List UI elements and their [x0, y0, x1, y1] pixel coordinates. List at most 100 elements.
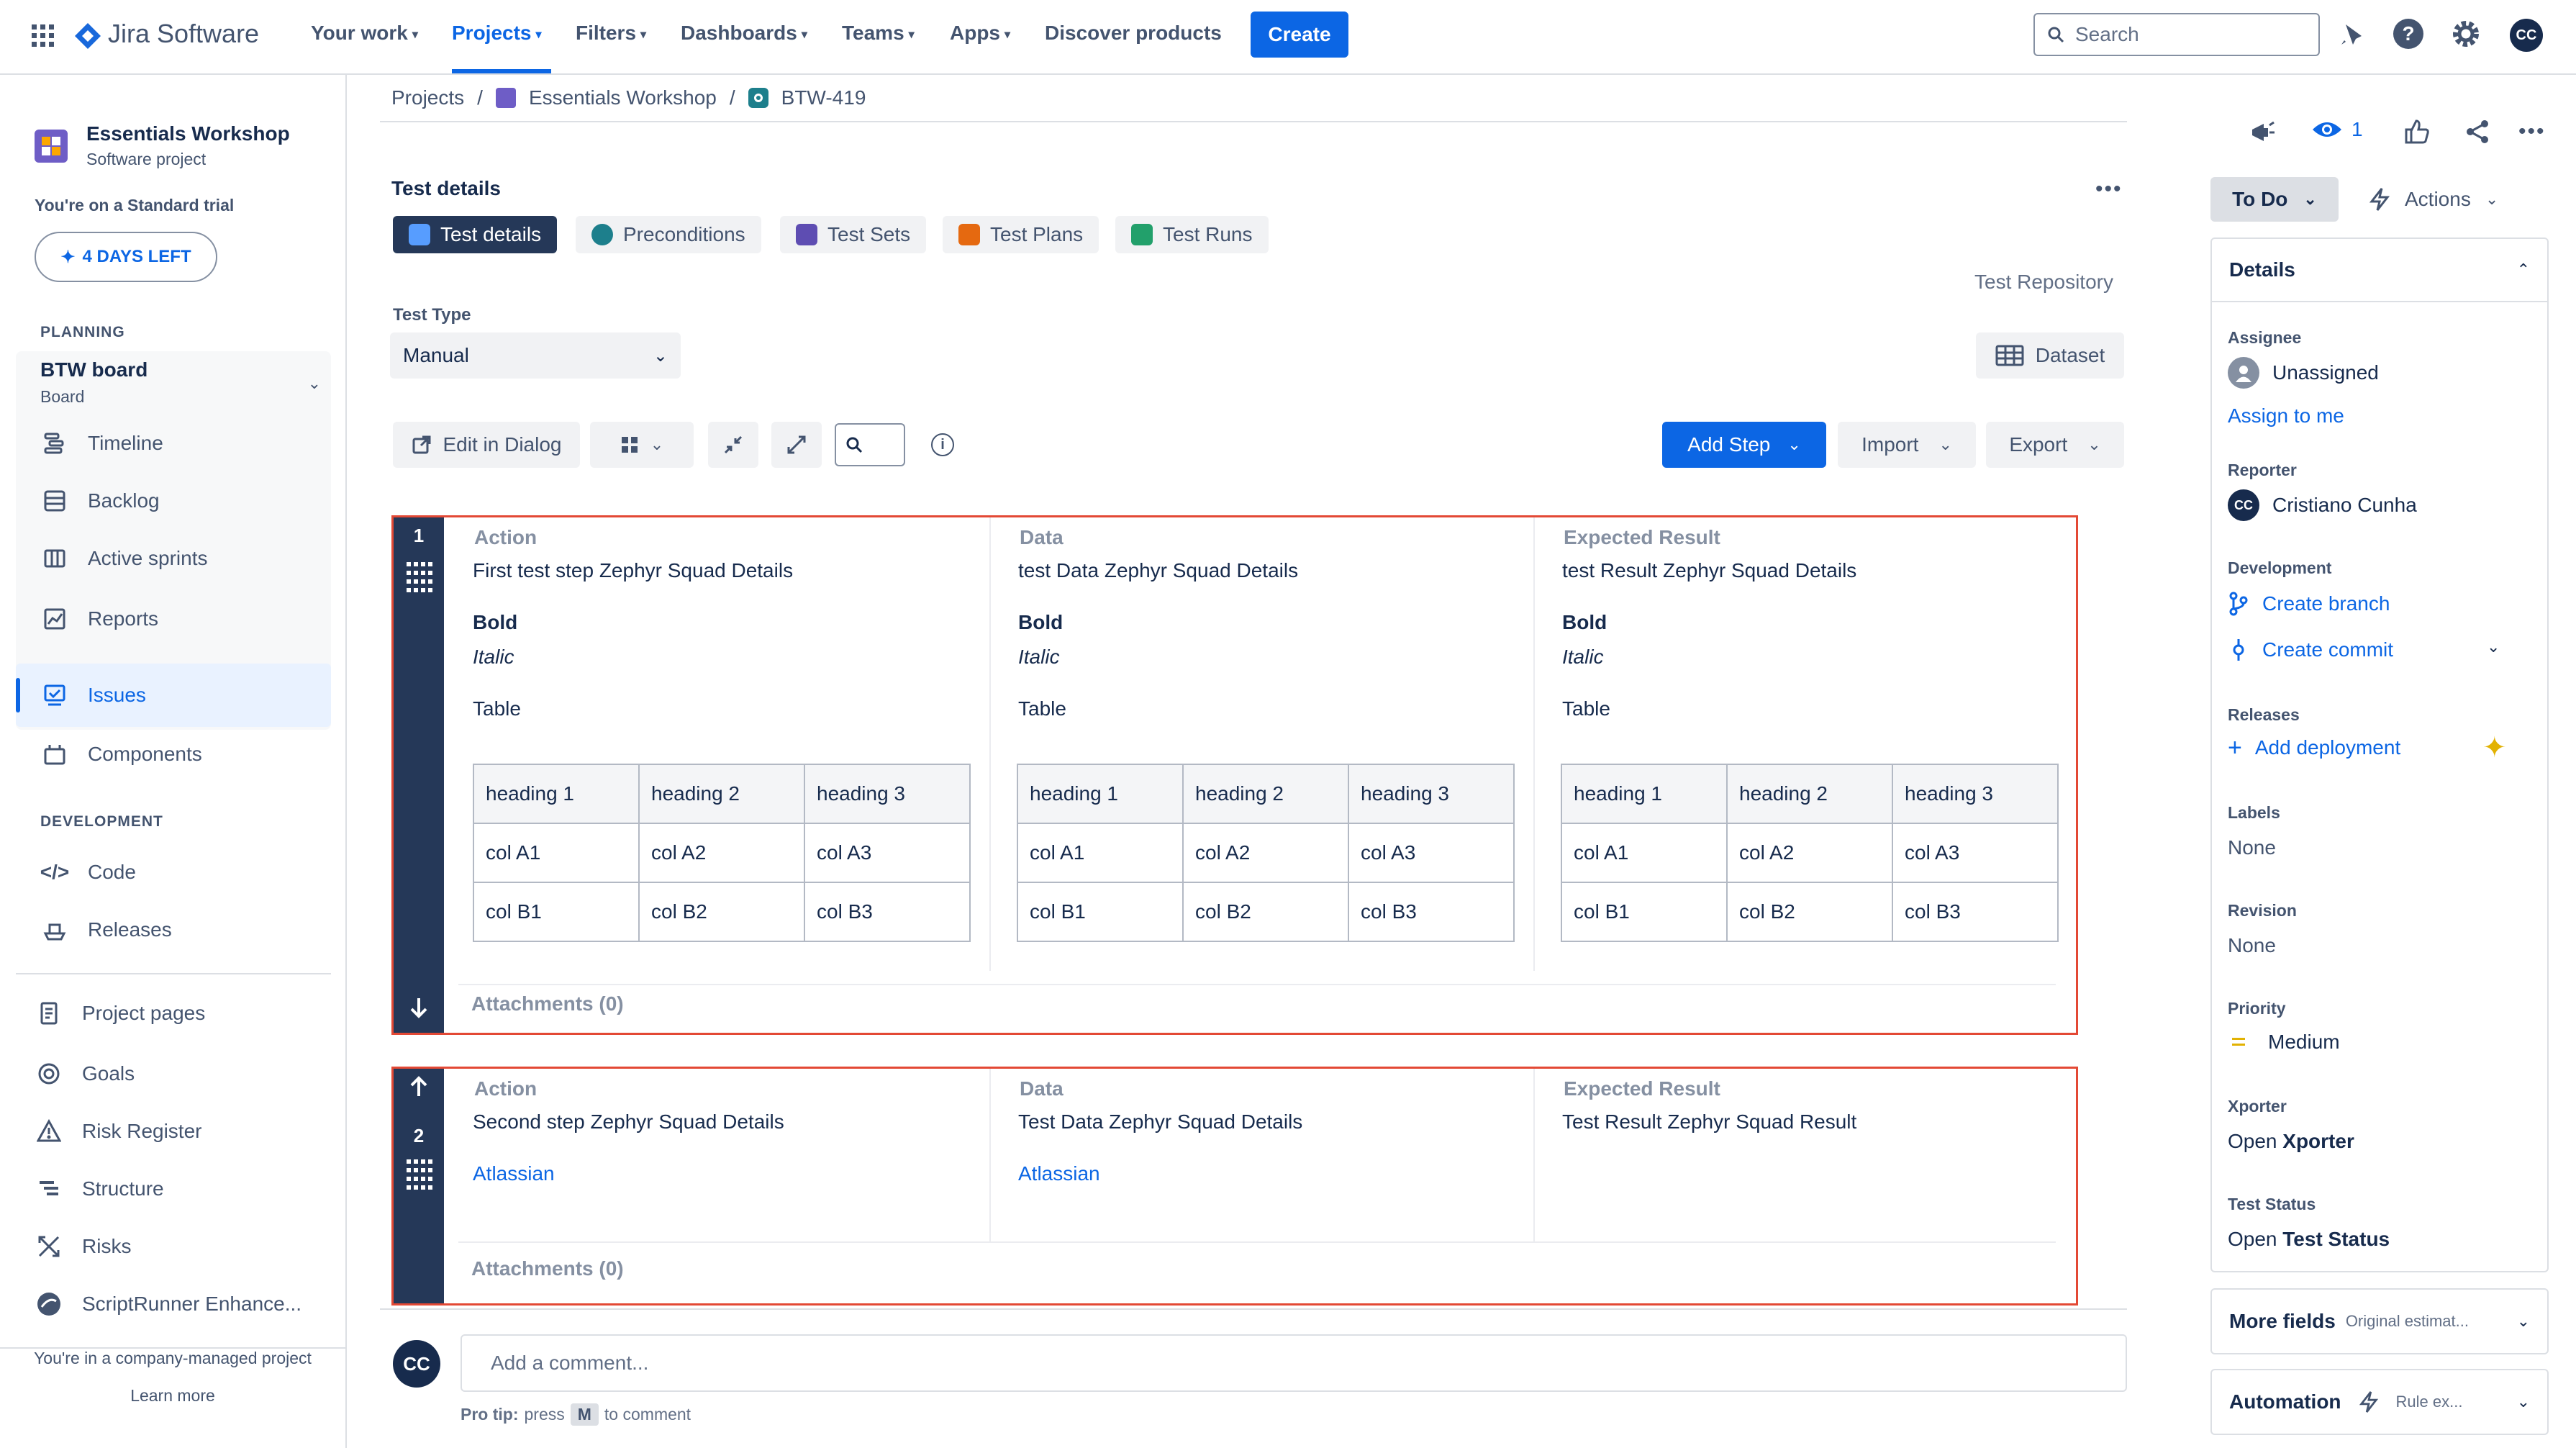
assignee-value[interactable]: Unassigned [2228, 357, 2379, 389]
open-xporter-link[interactable]: Open Xporter [2228, 1130, 2354, 1153]
test-step-2[interactable]: 2 Action Second step Zephyr Squad Detail… [391, 1067, 2078, 1306]
trial-days-button[interactable]: ✦ 4 DAYS LEFT [35, 232, 217, 282]
open-test-status-link[interactable]: Open Test Status [2228, 1228, 2390, 1251]
sidebar-item-components[interactable]: Components [40, 733, 202, 776]
nav-teams[interactable]: Teams ▾ [842, 22, 915, 45]
create-commit-link[interactable]: Create commit [2228, 638, 2393, 662]
breadcrumb-projects[interactable]: Projects [391, 86, 465, 109]
sidebar-item-active-sprints[interactable]: Active sprints [40, 537, 208, 580]
product-name[interactable]: Jira Software [108, 19, 260, 48]
tab-preconditions[interactable]: Preconditions [576, 216, 761, 253]
sidebar-item-code[interactable]: </> Code [40, 851, 136, 894]
data-link[interactable]: Atlassian [1018, 1162, 1100, 1185]
data-bold: Bold [1018, 611, 1063, 633]
more-options-icon[interactable]: ••• [2095, 177, 2123, 201]
test-step-1[interactable]: 1 Action First test step Zephyr Squad De… [391, 515, 2078, 1035]
attachments-label[interactable]: Attachments (0) [471, 992, 624, 1015]
tab-test-sets[interactable]: Test Sets [780, 216, 927, 253]
action-text[interactable]: First test step Zephyr Squad Details [473, 559, 794, 582]
more-actions-icon[interactable]: ••• [2518, 119, 2546, 143]
sidebar-item-backlog[interactable]: Backlog [40, 479, 160, 522]
nav-dashboards[interactable]: Dashboards ▾ [681, 22, 807, 45]
sidebar-item-reports[interactable]: Reports [40, 597, 158, 641]
sidebar-item-risk-register[interactable]: Risk Register [35, 1110, 201, 1153]
actions-dropdown[interactable]: Actions ⌄ [2360, 177, 2529, 222]
learn-more-link[interactable]: Learn more [130, 1386, 215, 1405]
watch-button[interactable]: 1 [2311, 118, 2363, 141]
sidebar-item-goals[interactable]: Goals [35, 1052, 135, 1095]
action-text[interactable]: Second step Zephyr Squad Details [473, 1110, 784, 1133]
move-down-arrow-icon[interactable] [407, 995, 431, 1020]
sidebar-item-structure[interactable]: Structure [35, 1167, 164, 1211]
nav-your-work[interactable]: Your work ▾ [311, 22, 418, 45]
labels-value[interactable]: None [2228, 836, 2276, 859]
help-icon[interactable]: ? [2393, 19, 2423, 49]
nav-discover-products[interactable]: Discover products [1045, 22, 1222, 45]
sidebar-item-timeline[interactable]: Timeline [40, 422, 163, 465]
avatar[interactable]: CC [2510, 19, 2543, 52]
drag-handle-icon[interactable] [405, 561, 432, 595]
data-text[interactable]: test Data Zephyr Squad Details [1018, 559, 1299, 582]
move-up-arrow-icon[interactable] [407, 1074, 431, 1099]
data-text[interactable]: Test Data Zephyr Squad Details [1018, 1110, 1303, 1133]
sidebar-item-scriptrunner[interactable]: ScriptRunner Enhance... [35, 1282, 301, 1326]
breadcrumb-project[interactable]: Essentials Workshop [528, 86, 717, 109]
reporter-value[interactable]: CC Cristiano Cunha [2228, 489, 2417, 521]
nav-apps[interactable]: Apps ▾ [950, 22, 1010, 45]
sidebar-item-project-pages[interactable]: Project pages [35, 992, 205, 1035]
status-dropdown[interactable]: To Do ⌄ [2210, 177, 2339, 222]
revision-value[interactable]: None [2228, 934, 2276, 956]
sidebar-item-label: Code [88, 861, 136, 883]
edit-in-dialog-button[interactable]: Edit in Dialog [393, 422, 580, 468]
dataset-button[interactable]: Dataset [1976, 332, 2124, 379]
action-link[interactable]: Atlassian [473, 1162, 555, 1185]
view-layout-dropdown[interactable]: ⌄ [590, 422, 694, 468]
notifications-icon[interactable] [2337, 20, 2366, 49]
board-selector[interactable]: BTW board Board ⌄ [40, 358, 321, 415]
details-header[interactable]: Details ⌃ [2212, 239, 2547, 302]
tab-test-plans[interactable]: Test Plans [943, 216, 1099, 253]
settings-gear-icon[interactable] [2451, 19, 2481, 49]
step-search-input[interactable] [835, 423, 905, 466]
chevron-down-icon[interactable]: ⌄ [2487, 638, 2500, 656]
assign-to-me-link[interactable]: Assign to me [2228, 404, 2344, 427]
drag-handle-icon[interactable] [405, 1158, 432, 1193]
comment-input[interactable]: Add a comment... [461, 1334, 2127, 1392]
tab-test-runs[interactable]: Test Runs [1115, 216, 1269, 253]
sidebar-item-risks[interactable]: Risks [35, 1225, 131, 1268]
add-deployment-link[interactable]: + Add deployment [2228, 736, 2400, 760]
jira-logo-icon[interactable] [73, 22, 102, 50]
user-placeholder-icon [2228, 357, 2259, 389]
project-name[interactable]: Essentials Workshop [86, 122, 290, 145]
share-icon[interactable] [2464, 118, 2491, 145]
test-type-select[interactable]: Manual ⌄ [390, 332, 681, 379]
test-repository-link[interactable]: Test Repository [1974, 271, 2113, 293]
import-button[interactable]: Import ⌄ [1838, 422, 1976, 468]
like-thumbs-up-icon[interactable] [2403, 118, 2431, 145]
info-icon[interactable]: i [931, 433, 954, 456]
app-switcher-icon[interactable] [29, 22, 58, 50]
create-button[interactable]: Create [1251, 12, 1348, 58]
search-icon [845, 435, 863, 454]
attachments-label[interactable]: Attachments (0) [471, 1257, 624, 1280]
expand-button[interactable] [771, 422, 822, 468]
add-step-button[interactable]: Add Step ⌄ [1662, 422, 1826, 468]
tab-test-details[interactable]: Test details [393, 216, 558, 253]
more-fields-section[interactable]: More fields Original estimat... ⌄ [2210, 1288, 2549, 1354]
search-input[interactable]: Search [2033, 13, 2320, 56]
priority-value[interactable]: Medium [2228, 1031, 2340, 1054]
create-branch-link[interactable]: Create branch [2228, 592, 2390, 616]
expected-result-text[interactable]: test Result Zephyr Squad Details [1562, 559, 1857, 582]
expected-result-text[interactable]: Test Result Zephyr Squad Result [1562, 1110, 1857, 1133]
ai-sparkle-icon[interactable]: ✦ [2482, 732, 2507, 764]
sidebar-item-releases[interactable]: Releases [40, 908, 172, 951]
sidebar-item-issues[interactable]: Issues [16, 664, 331, 727]
automation-section[interactable]: Automation Rule ex... ⌄ [2210, 1369, 2549, 1435]
collapse-button[interactable] [708, 422, 758, 468]
project-avatar-icon[interactable] [35, 130, 68, 163]
nav-filters[interactable]: Filters ▾ [576, 22, 646, 45]
feedback-megaphone-icon[interactable] [2248, 118, 2277, 147]
breadcrumb-issue-key[interactable]: BTW-419 [781, 86, 866, 109]
nav-projects[interactable]: Projects ▾ [452, 22, 542, 45]
export-button[interactable]: Export ⌄ [1986, 422, 2124, 468]
